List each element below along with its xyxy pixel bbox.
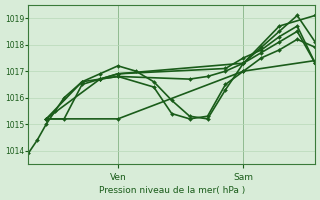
X-axis label: Pression niveau de la mer( hPa ): Pression niveau de la mer( hPa ) bbox=[99, 186, 245, 195]
